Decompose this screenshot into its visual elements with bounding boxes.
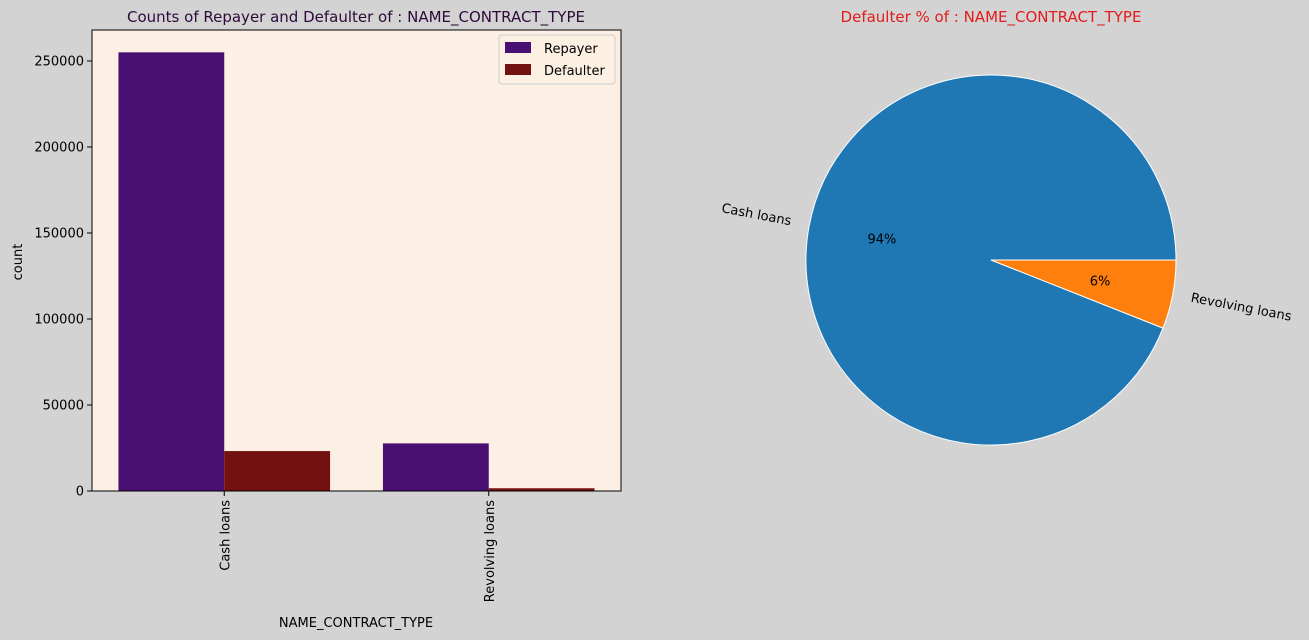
x-tick-label: Revolving loans	[483, 500, 498, 602]
legend-swatch-defaulter	[505, 64, 531, 75]
pie-marks: 94% Cash loans 6% Revolving loans	[720, 74, 1293, 446]
bar-chart: Counts of Repayer and Defaulter of : NAM…	[11, 8, 622, 631]
bar-repayer-revolving-loans	[382, 443, 489, 491]
bar-repayer-cash-loans	[118, 52, 225, 491]
pie-category-label: Cash loans	[720, 201, 793, 229]
bar-defaulter-revolving-loans	[488, 488, 595, 491]
x-axis: Cash loans Revolving loans	[218, 491, 498, 602]
y-tick-label: 50000	[43, 398, 84, 413]
pie-pct-label: 6%	[1090, 274, 1111, 289]
y-tick-label: 0	[76, 485, 84, 500]
bar-chart-title: Counts of Repayer and Defaulter of : NAM…	[127, 8, 585, 27]
pie-category-label: Revolving loans	[1189, 291, 1292, 325]
y-axis-label: count	[11, 244, 26, 281]
legend: Repayer Defaulter	[498, 34, 616, 85]
y-axis: 0 50000 100000 150000 200000 250000	[34, 54, 92, 500]
bar-marks	[118, 52, 595, 491]
y-tick-label: 150000	[34, 226, 84, 241]
pie-slice-revolving-loans	[990, 259, 1177, 329]
bar-plot-frame	[91, 29, 622, 492]
y-tick-label: 200000	[34, 140, 84, 155]
y-tick-label: 250000	[34, 54, 84, 69]
legend-label-defaulter: Defaulter	[544, 64, 605, 79]
y-tick-label: 100000	[34, 312, 84, 327]
x-tick-label: Cash loans	[218, 500, 233, 571]
bar-defaulter-cash-loans	[224, 451, 331, 491]
pie-chart: Defaulter % of : NAME_CONTRACT_TYPE 94% C…	[720, 8, 1293, 446]
legend-swatch-repayer	[505, 42, 531, 53]
x-axis-label: NAME_CONTRACT_TYPE	[279, 616, 433, 631]
legend-label-repayer: Repayer	[544, 42, 598, 57]
pie-chart-title: Defaulter % of : NAME_CONTRACT_TYPE	[841, 8, 1142, 27]
pie-pct-label: 94%	[868, 233, 897, 248]
